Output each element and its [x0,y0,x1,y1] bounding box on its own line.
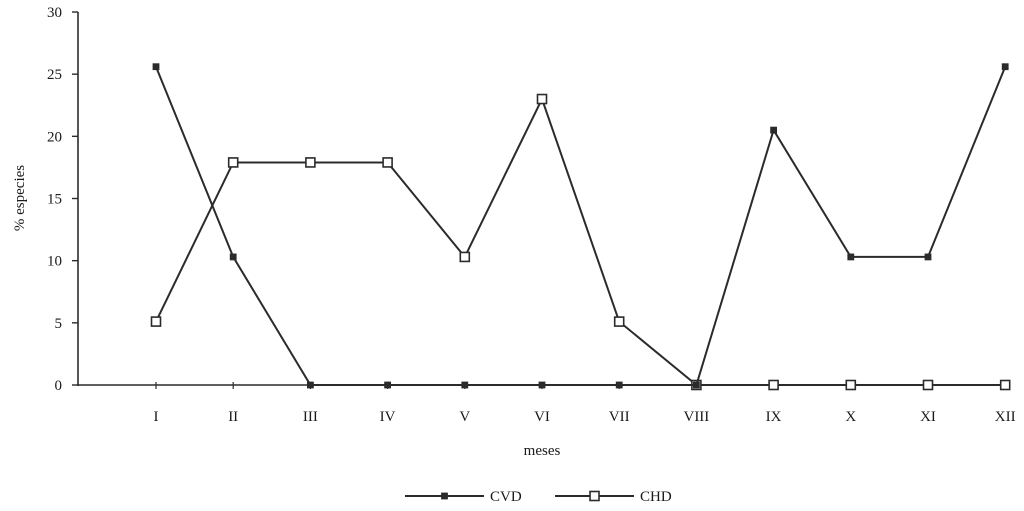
y-axis-title: % especies [12,165,28,231]
data-point-cvd [770,126,777,134]
data-point-chd [613,316,625,327]
x-tick-label: I [154,409,159,425]
x-tick-label: XI [920,409,936,425]
data-point-chd [459,251,471,263]
data-point-chd [536,93,548,105]
x-tick-label: V [459,409,470,425]
series-line-cvd [155,66,1007,386]
y-tick-label: 30 [47,5,62,21]
data-point-chd [150,316,162,327]
x-tick-label: III [303,409,318,425]
series-line-chd [155,96,1006,386]
data-point-cvd [229,253,237,261]
chart-series [150,63,1011,391]
data-point-chd [382,157,393,168]
legend-label-chd: CHD [640,489,672,505]
y-tick-label: 25 [47,67,62,83]
data-point-chd [922,379,934,391]
y-tick-label: 5 [55,316,63,332]
data-point-cvd [384,381,392,389]
data-point-cvd [615,381,623,389]
chart-legend: CVD CHD [405,489,672,505]
data-point-chd [227,157,239,168]
y-tick-label: 10 [47,254,62,270]
x-tick-label: IX [766,409,782,425]
y-tick-label: 15 [47,192,62,208]
data-point-cvd [538,381,546,389]
data-point-chd [845,379,857,391]
x-tick-label: VII [609,409,630,425]
legend-marker-chd [589,490,600,502]
data-point-cvd [847,253,855,261]
data-point-chd [999,379,1011,391]
data-point-cvd [1001,63,1009,71]
x-axis-title: meses [524,443,561,459]
y-tick-label: 0 [55,378,63,394]
x-tick-label: XII [995,409,1016,425]
legend-marker-cvd [441,492,448,500]
x-tick-label: IV [380,409,396,425]
data-point-cvd [152,63,160,71]
x-tick-label: VIII [683,409,709,425]
data-point-cvd [924,253,932,261]
data-point-chd [305,157,316,168]
x-tick-label: X [845,409,856,425]
data-point-cvd [306,381,314,389]
data-point-chd [768,379,779,391]
legend-label-cvd: CVD [490,489,522,505]
data-point-cvd [461,381,469,389]
y-tick-label: 20 [47,129,62,145]
x-tick-label: II [228,409,238,425]
x-tick-label: VI [534,409,550,425]
data-point-cvd [693,381,700,389]
